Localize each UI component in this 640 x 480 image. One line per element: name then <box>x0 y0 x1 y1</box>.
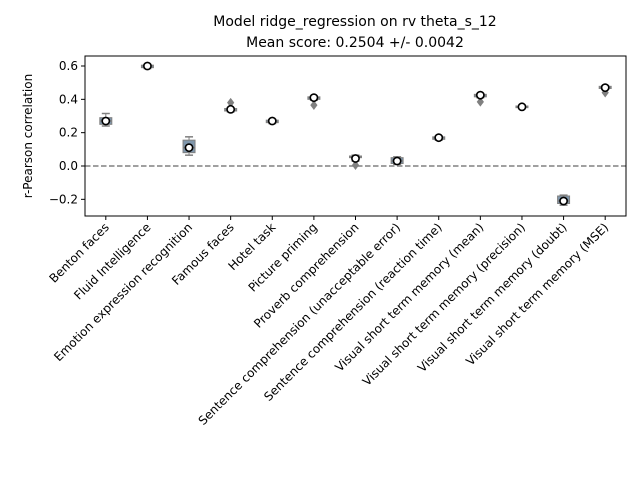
box-13 <box>598 83 612 98</box>
box-10 <box>473 90 487 107</box>
outlier-point <box>310 100 318 111</box>
y-tick-label: 0.2 <box>59 126 78 140</box>
chart-title-line1: Model ridge_regression on rv theta_s_12 <box>213 14 496 30</box>
outlier-point <box>476 97 484 107</box>
box-8 <box>390 156 404 166</box>
mean-marker <box>351 154 360 163</box>
mean-marker <box>101 116 111 126</box>
mean-marker <box>226 104 236 114</box>
y-tick-label: 0.4 <box>59 92 78 106</box>
y-tick-label: 0.6 <box>59 59 78 73</box>
box-4 <box>224 97 238 114</box>
y-axis-label: r-Pearson correlation <box>21 74 35 198</box>
box-12 <box>557 194 571 206</box>
box-7 <box>349 154 362 171</box>
box-5 <box>265 116 279 126</box>
mean-marker <box>309 93 319 103</box>
chart-title-line2: Mean score: 0.2504 +/- 0.0042 <box>246 35 464 51</box>
mean-marker <box>600 83 610 93</box>
mean-marker <box>434 133 444 143</box>
mean-marker <box>267 116 277 126</box>
axes-frame <box>84 55 627 217</box>
mean-marker <box>517 102 527 112</box>
mean-marker <box>392 156 402 166</box>
box-1 <box>99 112 113 127</box>
box-6 <box>307 93 321 111</box>
box-2 <box>140 61 154 71</box>
mean-marker <box>143 61 152 71</box>
y-tick-label: 0.0 <box>59 159 78 173</box>
box-3 <box>182 136 196 156</box>
x-tick-label: Fluid Intelligence <box>71 220 153 302</box>
box-9 <box>432 133 446 143</box>
x-tick-label: Visual short term memory (doubt) <box>415 220 570 375</box>
outlier-point <box>351 160 360 171</box>
mean-marker <box>559 196 568 206</box>
x-tick-label: Visual short term memory (mean) <box>332 220 486 374</box>
box-11 <box>515 102 529 112</box>
mean-marker <box>475 90 485 100</box>
mean-marker <box>184 143 194 153</box>
y-tick-label: −0.2 <box>49 192 78 206</box>
